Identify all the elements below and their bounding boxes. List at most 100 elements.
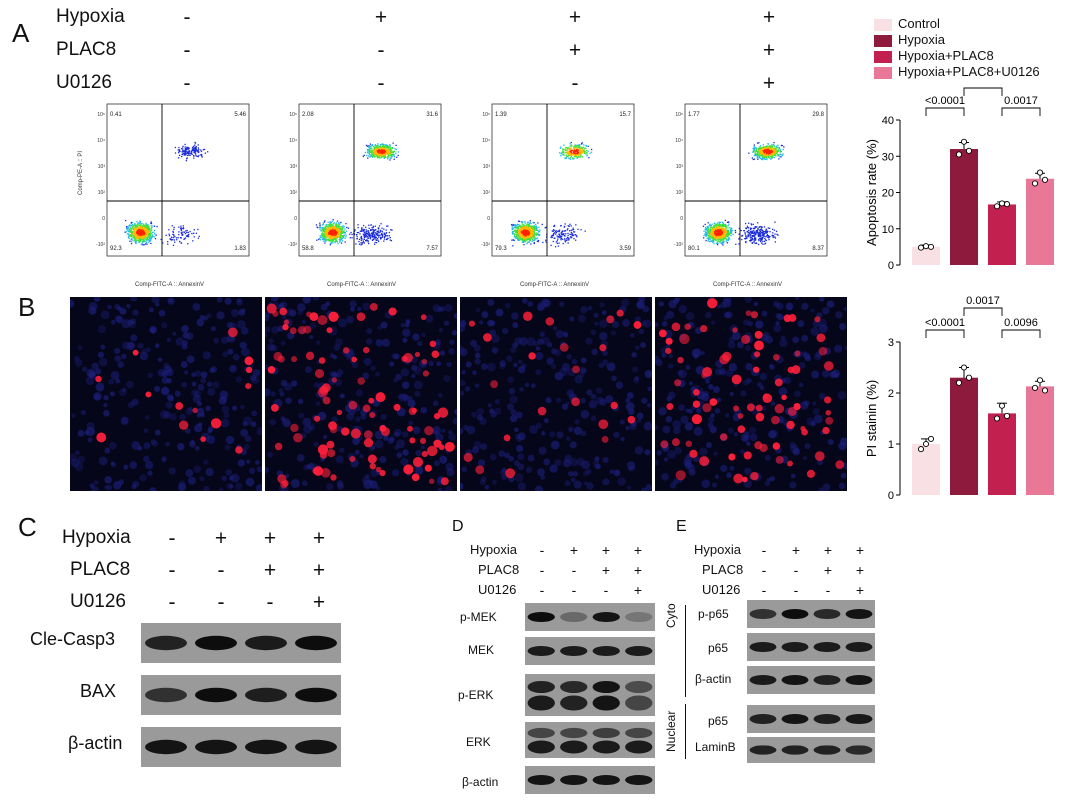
flow-plot-3: 10⁵ 10⁴ 10³ 10² 0 -10² 1.39 15.7 79.3 3.59	[480, 100, 650, 262]
pi-positive-cell	[424, 425, 434, 436]
blot-band	[527, 611, 555, 623]
pi-positive-cell	[369, 302, 378, 311]
pi-positive-cell	[330, 474, 337, 481]
blot-band	[592, 611, 620, 623]
pi-positive-cell	[692, 400, 701, 408]
blot-d-beta-actin	[525, 766, 655, 794]
pi-positive-cell	[702, 366, 713, 377]
pi-positive-cell	[317, 444, 329, 455]
sign-a-0-0: -	[183, 6, 191, 29]
flow-ytick: 10⁵	[482, 112, 490, 118]
pi-positive-cell	[814, 316, 821, 323]
flow-ytick: 10⁵	[675, 112, 683, 118]
sign-e-0-2: +	[823, 542, 833, 558]
pi-positive-cell	[598, 419, 609, 430]
e-bracket-cyto	[685, 605, 686, 697]
pi-positive-cell	[771, 415, 780, 425]
pi-positive-cell	[363, 430, 373, 440]
pi-positive-cell	[824, 396, 832, 404]
flow-ytick: 10²	[98, 190, 106, 196]
pi-positive-cell	[791, 365, 801, 375]
flow-x-axis-label: Comp-FITC-A :: AnnexinV	[135, 282, 205, 288]
pi-positive-cell	[272, 310, 279, 317]
c-label-plac8: PLAC8	[70, 559, 131, 580]
pi-positive-cell	[737, 425, 746, 434]
pi-positive-cell	[305, 351, 315, 361]
flow-ytick: -10²	[481, 242, 490, 248]
blot-band	[749, 674, 777, 686]
e-label-plac8: PLAC8	[702, 562, 744, 577]
pi-positive-cell	[291, 356, 298, 363]
pi-positive-cell	[369, 463, 376, 470]
blot-d-erk	[525, 722, 655, 758]
pi-positive-cell	[393, 403, 401, 411]
legend-label-control: Control	[898, 16, 940, 31]
e-group-nuclear: Nuclear	[664, 710, 678, 752]
bar-hypoxia	[950, 377, 978, 495]
pi-positive-cell	[279, 307, 288, 316]
y-tick-label: 0	[888, 490, 894, 502]
sign-a-0-2: +	[568, 6, 582, 29]
significance-bracket	[963, 87, 1003, 96]
pi-positive-cell	[684, 323, 691, 331]
blot-band	[245, 687, 287, 703]
y-tick-label: 30	[882, 151, 894, 163]
pi-positive-cell	[440, 477, 449, 486]
pi-positive-cell	[786, 420, 795, 430]
pi-positive-cell	[814, 451, 825, 462]
data-point	[917, 244, 925, 251]
pi-positive-cell	[787, 460, 793, 467]
fluorescence-image-control	[70, 297, 262, 491]
pi-positive-cell	[774, 378, 783, 387]
blot-d-p-mek	[525, 603, 655, 631]
blot-band	[781, 745, 809, 755]
panel-label-a: A	[12, 18, 30, 48]
pi-positive-cell	[490, 380, 499, 389]
sign-c-2-2: -	[266, 591, 274, 614]
d-label-u0126: U0126	[478, 582, 517, 597]
blot-e-beta-actin	[747, 666, 875, 694]
pi-positive-cell	[428, 478, 435, 485]
pi-positive-cell	[210, 418, 222, 429]
pi-positive-cell	[700, 324, 708, 333]
data-point	[1041, 176, 1049, 183]
pi-positive-cell	[737, 413, 744, 419]
sign-e-1-0: -	[761, 562, 767, 578]
data-point	[1036, 377, 1044, 384]
sign-c-0-0: -	[168, 527, 176, 550]
sign-a-0-3: +	[762, 6, 776, 29]
pi-positive-cell	[750, 311, 758, 319]
cond-label-hypoxia: Hypoxia	[56, 6, 125, 27]
pi-positive-cell	[689, 449, 698, 458]
y-tick-label: 2	[888, 388, 894, 400]
fluorescence-image-u0126	[655, 297, 847, 491]
significance-bracket	[1001, 329, 1041, 338]
pi-positive-cell	[437, 407, 449, 418]
pi-positive-cell	[822, 426, 830, 435]
legend-swatch-u0126	[874, 67, 892, 79]
blot-band	[845, 608, 873, 620]
pi-positive-cell	[379, 425, 387, 432]
d-blot-label-p-mek: p-MEK	[460, 610, 497, 624]
pi-positive-cell	[427, 445, 438, 457]
panel-label-c: C	[18, 512, 37, 542]
pi-positive-cell	[403, 464, 414, 475]
pi-positive-cell	[666, 403, 674, 411]
bar-control	[912, 246, 940, 265]
sign-c-0-2: +	[263, 527, 277, 550]
blot-band	[625, 740, 653, 754]
blot-band	[749, 713, 777, 725]
flow-quadrant-value-ll: 92.3	[110, 246, 122, 252]
pi-positive-cell	[267, 366, 276, 374]
pi-positive-cell	[773, 353, 780, 361]
pi-positive-cell	[277, 474, 287, 484]
data-point	[993, 203, 1001, 210]
pi-positive-cell	[775, 455, 784, 464]
pi-positive-cell	[412, 456, 424, 468]
flow-quadrant-value-ul: 0.41	[110, 112, 122, 118]
significance-bracket	[1001, 107, 1041, 116]
pi-positive-cell	[420, 314, 427, 321]
cond-label-plac8: PLAC8	[56, 39, 117, 60]
pi-positive-cell	[674, 379, 682, 387]
pi-positive-cell	[363, 438, 374, 448]
